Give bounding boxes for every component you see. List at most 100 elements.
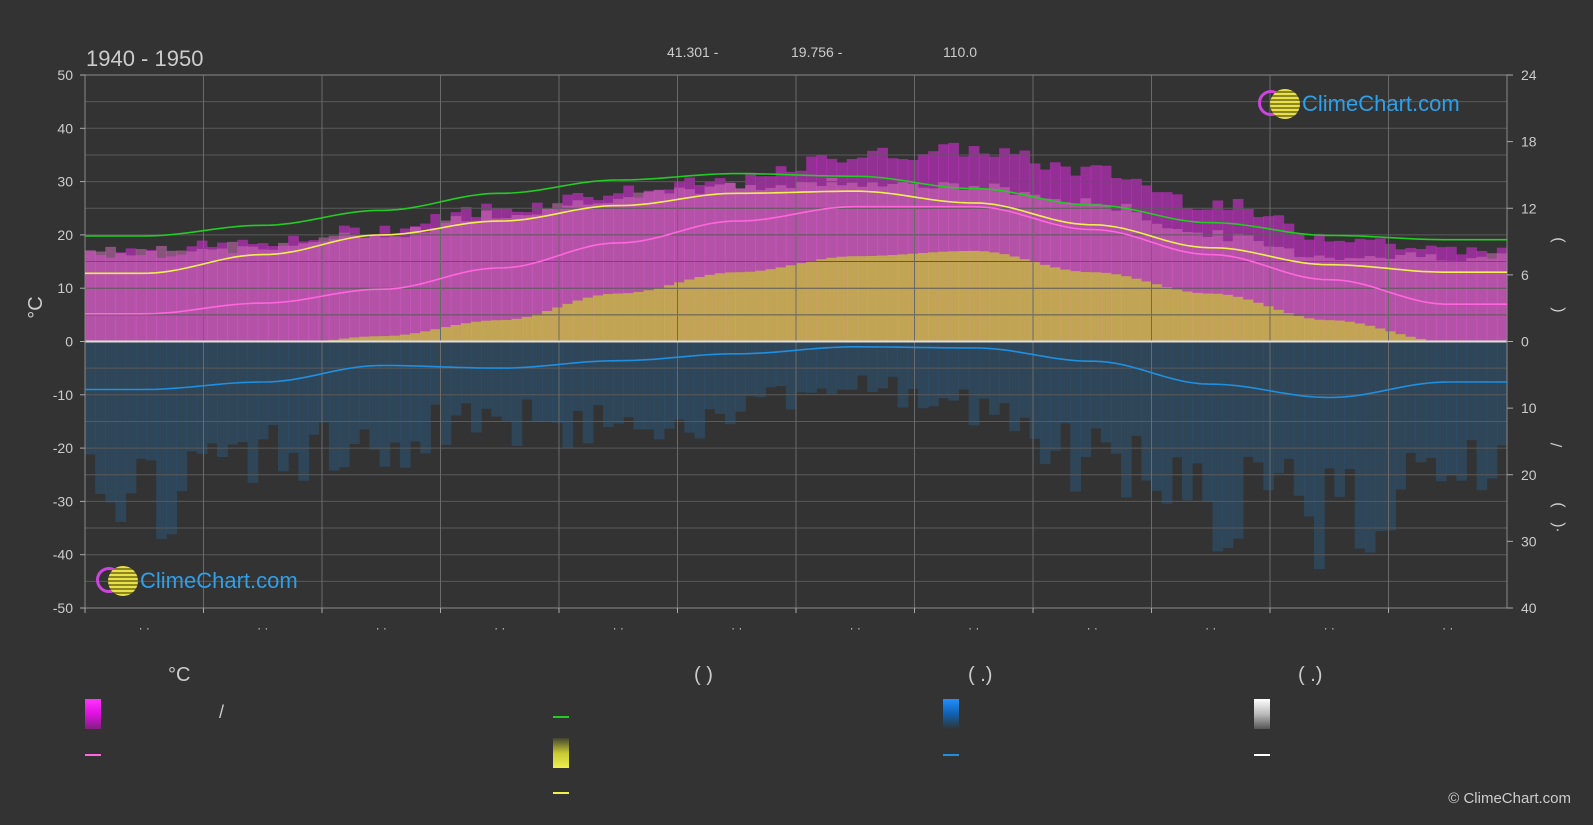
temp-band-fill <box>1121 203 1132 342</box>
sunshine-band <box>349 337 360 342</box>
precip-band <box>542 341 553 422</box>
precip-band <box>227 341 238 445</box>
sunshine-band <box>1100 272 1112 342</box>
sunshine-band <box>735 272 746 342</box>
precip-band <box>1100 341 1112 443</box>
sunshine-band <box>1395 334 1407 342</box>
precip-band <box>694 341 706 439</box>
precip-band <box>288 341 299 453</box>
precip-band <box>745 341 756 397</box>
temp-band-fill <box>298 243 310 342</box>
precip-band <box>410 341 421 442</box>
temp-band-fill <box>145 250 157 342</box>
climechart-logo-icon <box>1258 88 1300 120</box>
precip-band <box>816 341 828 389</box>
temp-band-fill <box>501 218 513 342</box>
right-top-tick-label: 18 <box>1521 134 1537 150</box>
precip-band <box>572 341 584 411</box>
precip-band <box>1039 341 1051 464</box>
sunshine-band <box>1354 323 1366 342</box>
temp-band-fill <box>511 214 523 342</box>
sunshine-band <box>1303 318 1315 342</box>
precip-band <box>531 341 543 423</box>
precip-band <box>470 341 482 433</box>
precip-band <box>917 341 929 409</box>
temp-band-fill <box>237 246 249 342</box>
precip-band <box>1496 341 1508 446</box>
temp-band-fill <box>1293 256 1305 342</box>
month-tick-label: · · <box>731 621 742 635</box>
sunshine-band <box>1161 287 1173 342</box>
precip-band <box>267 341 279 425</box>
left-tick-label: -50 <box>53 600 73 616</box>
temp-band-fill <box>257 249 269 342</box>
sunshine-band <box>938 251 949 342</box>
sunshine-band <box>450 325 462 342</box>
temp-band-fill <box>582 204 594 342</box>
sunshine-band <box>1181 291 1193 342</box>
precip-band <box>125 341 137 494</box>
temp-band-fill <box>1171 228 1183 342</box>
sunshine-band <box>755 270 767 342</box>
right-axis-mark: ) <box>1549 502 1566 507</box>
sunshine-band <box>1314 319 1325 342</box>
temp-band-fill <box>1344 258 1356 342</box>
temp-band-fill <box>125 255 137 342</box>
temp-band-fill <box>217 248 228 342</box>
precip-band <box>1121 341 1132 498</box>
precip-band <box>1283 341 1295 459</box>
precip-band <box>521 341 533 400</box>
temp-band-fill <box>653 189 665 342</box>
left-tick-label: -10 <box>53 387 73 403</box>
precip-band <box>1222 341 1234 549</box>
sunshine-band <box>1293 316 1305 342</box>
watermark-text: ClimeChart.com <box>140 568 298 593</box>
precip-band <box>1060 341 1071 424</box>
temp-band-fill <box>95 251 106 342</box>
precip-band <box>653 341 665 440</box>
temp-band-fill <box>724 182 736 342</box>
latitude-label: 41.301 - <box>667 44 719 60</box>
precip-band <box>1374 341 1386 532</box>
sunshine-band <box>988 252 1000 342</box>
temp-band-fill <box>410 226 421 342</box>
precip-band <box>1263 341 1274 491</box>
temp-band-fill <box>1080 198 1092 342</box>
temp-band-fill <box>338 232 350 342</box>
temp-band-fill <box>1415 257 1427 342</box>
sunshine-band <box>521 316 533 342</box>
precip-band <box>633 341 645 430</box>
precip-band <box>684 341 696 433</box>
precip-band <box>349 341 360 444</box>
precip-band <box>217 341 228 458</box>
precip-band <box>1466 341 1478 441</box>
precip-band <box>135 341 147 459</box>
sunshine-band <box>856 256 868 342</box>
temp-band-fill <box>674 187 685 342</box>
sunshine-band <box>643 290 655 342</box>
precip-band <box>836 341 848 390</box>
temp-band-fill <box>531 214 543 342</box>
temp-band-fill <box>785 187 797 342</box>
precip-band <box>186 341 198 452</box>
legend-rain-swatch <box>943 754 959 756</box>
temp-band-fill <box>176 250 188 342</box>
precip-band <box>1242 341 1254 457</box>
precip-band <box>1049 341 1061 451</box>
month-tick-label: · · <box>1442 621 1453 635</box>
precip-band <box>206 341 218 444</box>
precip-band <box>85 341 96 455</box>
sunshine-band <box>1039 264 1051 342</box>
sunshine-band <box>1141 281 1153 342</box>
temp-band-fill <box>521 215 533 342</box>
precip-band <box>1395 341 1407 490</box>
sunshine-band <box>623 293 635 342</box>
sunshine-band <box>1263 306 1274 342</box>
precip-band <box>156 341 167 539</box>
precip-band <box>877 341 889 389</box>
precip-band <box>1344 341 1356 470</box>
sunshine-band <box>999 254 1010 342</box>
precip-band <box>399 341 411 468</box>
legend-temp-range-swatch <box>85 699 101 729</box>
month-tick-label: · · <box>968 621 979 635</box>
